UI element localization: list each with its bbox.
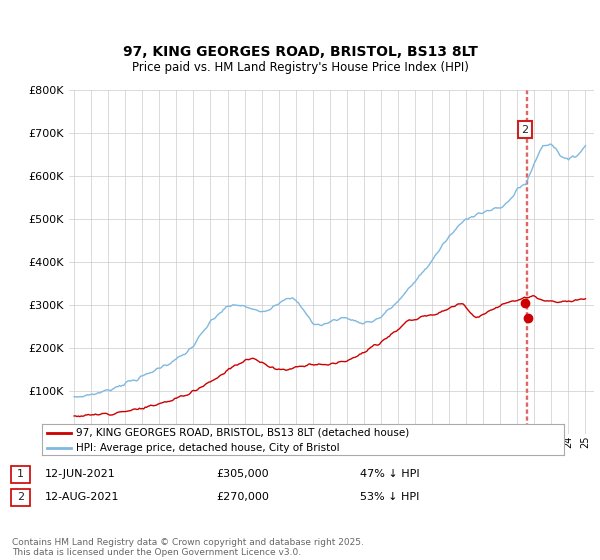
Text: 47% ↓ HPI: 47% ↓ HPI [360, 469, 419, 479]
Text: 12-JUN-2021: 12-JUN-2021 [45, 469, 116, 479]
Text: £270,000: £270,000 [216, 492, 269, 502]
Text: 2: 2 [521, 125, 529, 134]
Text: 1: 1 [17, 469, 24, 479]
Text: 2: 2 [17, 492, 24, 502]
Text: 97, KING GEORGES ROAD, BRISTOL, BS13 8LT: 97, KING GEORGES ROAD, BRISTOL, BS13 8LT [122, 45, 478, 59]
Text: Contains HM Land Registry data © Crown copyright and database right 2025.
This d: Contains HM Land Registry data © Crown c… [12, 538, 364, 557]
Text: HPI: Average price, detached house, City of Bristol: HPI: Average price, detached house, City… [76, 443, 340, 453]
Text: 12-AUG-2021: 12-AUG-2021 [45, 492, 119, 502]
Text: 53% ↓ HPI: 53% ↓ HPI [360, 492, 419, 502]
Text: Price paid vs. HM Land Registry's House Price Index (HPI): Price paid vs. HM Land Registry's House … [131, 61, 469, 74]
Text: £305,000: £305,000 [216, 469, 269, 479]
Text: 97, KING GEORGES ROAD, BRISTOL, BS13 8LT (detached house): 97, KING GEORGES ROAD, BRISTOL, BS13 8LT… [76, 427, 409, 437]
